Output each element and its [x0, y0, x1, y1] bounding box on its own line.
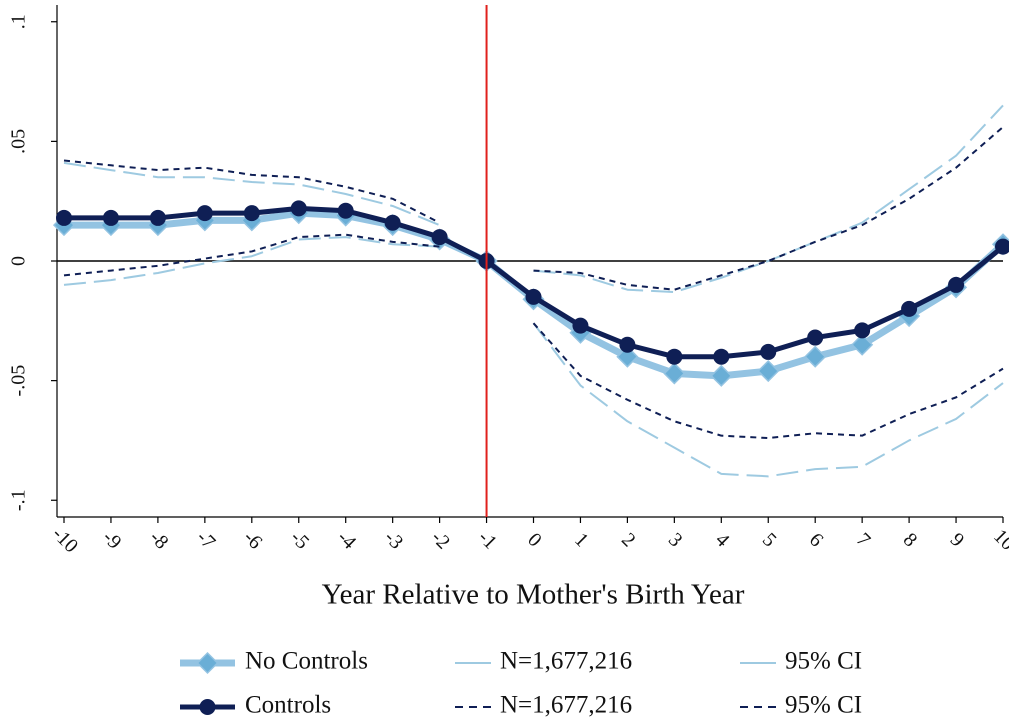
legend-label: 95% CI — [785, 692, 862, 719]
legend-label: N=1,677,216 — [500, 648, 632, 675]
x-tick-label: -6 — [239, 526, 266, 553]
x-tick-label: 4 — [711, 529, 734, 552]
x-tick-label: 10 — [989, 525, 1009, 555]
diamond-marker — [804, 345, 827, 368]
legend-label: No Controls — [245, 648, 368, 675]
x-tick-label: -2 — [427, 526, 454, 553]
x-tick-label: -9 — [98, 526, 125, 553]
legend-label: Controls — [245, 692, 331, 719]
x-tick-label: -10 — [48, 523, 82, 557]
y-tick-label: 0 — [8, 256, 30, 266]
circle-marker — [199, 699, 216, 715]
x-tick-label: -4 — [333, 526, 360, 553]
diamond-marker — [616, 345, 639, 368]
circle-marker — [290, 200, 307, 217]
circle-marker — [619, 336, 636, 353]
series-line — [63, 233, 1004, 440]
circle-marker — [807, 329, 824, 346]
circle-marker — [149, 209, 166, 226]
x-tick-label: 0 — [523, 529, 546, 552]
circle-marker — [948, 276, 965, 293]
circle-marker — [666, 348, 683, 365]
circle-marker — [901, 300, 918, 317]
x-tick-label: -7 — [192, 526, 219, 553]
circle-marker — [713, 348, 730, 365]
x-tick-label: 7 — [852, 529, 875, 552]
circle-marker — [431, 229, 448, 246]
y-tick-label: -.05 — [8, 365, 30, 397]
circle-marker — [572, 317, 589, 334]
y-tick-label: -.1 — [8, 489, 30, 511]
y-tick-label: .1 — [8, 14, 30, 29]
diamond-marker — [851, 333, 874, 356]
circle-marker — [337, 202, 354, 219]
series-line — [63, 126, 1004, 291]
x-tick-label: 8 — [899, 529, 922, 552]
legend-label: N=1,677,216 — [500, 692, 632, 719]
x-tick-label: -8 — [145, 526, 172, 553]
diamond-marker — [196, 651, 219, 675]
circle-marker — [760, 343, 777, 360]
x-tick-label: -5 — [286, 526, 313, 553]
x-tick-label: 3 — [664, 529, 687, 552]
x-tick-label: 6 — [805, 529, 828, 552]
diamond-marker — [710, 364, 733, 387]
circle-marker — [243, 205, 260, 222]
circle-marker — [56, 209, 72, 226]
diamond-marker — [757, 359, 780, 383]
circle-marker — [525, 288, 542, 305]
circle-marker — [384, 214, 401, 231]
circle-marker — [854, 322, 871, 339]
circle-marker — [102, 209, 119, 226]
legend-label: 95% CI — [785, 648, 862, 675]
x-axis-title: Year Relative to Mother's Birth Year — [322, 579, 745, 611]
series-line — [63, 104, 1004, 294]
x-tick-label: 2 — [617, 529, 640, 552]
x-tick-label: 9 — [946, 529, 969, 552]
diamond-marker — [663, 362, 686, 385]
x-tick-label: -1 — [474, 526, 501, 553]
series-line — [63, 236, 1004, 478]
x-tick-label: 5 — [758, 529, 781, 552]
x-tick-label: 1 — [570, 529, 593, 552]
circle-marker — [196, 205, 213, 222]
y-tick-label: .05 — [8, 129, 30, 154]
x-tick-label: -3 — [380, 526, 407, 553]
circle-marker — [995, 238, 1009, 255]
